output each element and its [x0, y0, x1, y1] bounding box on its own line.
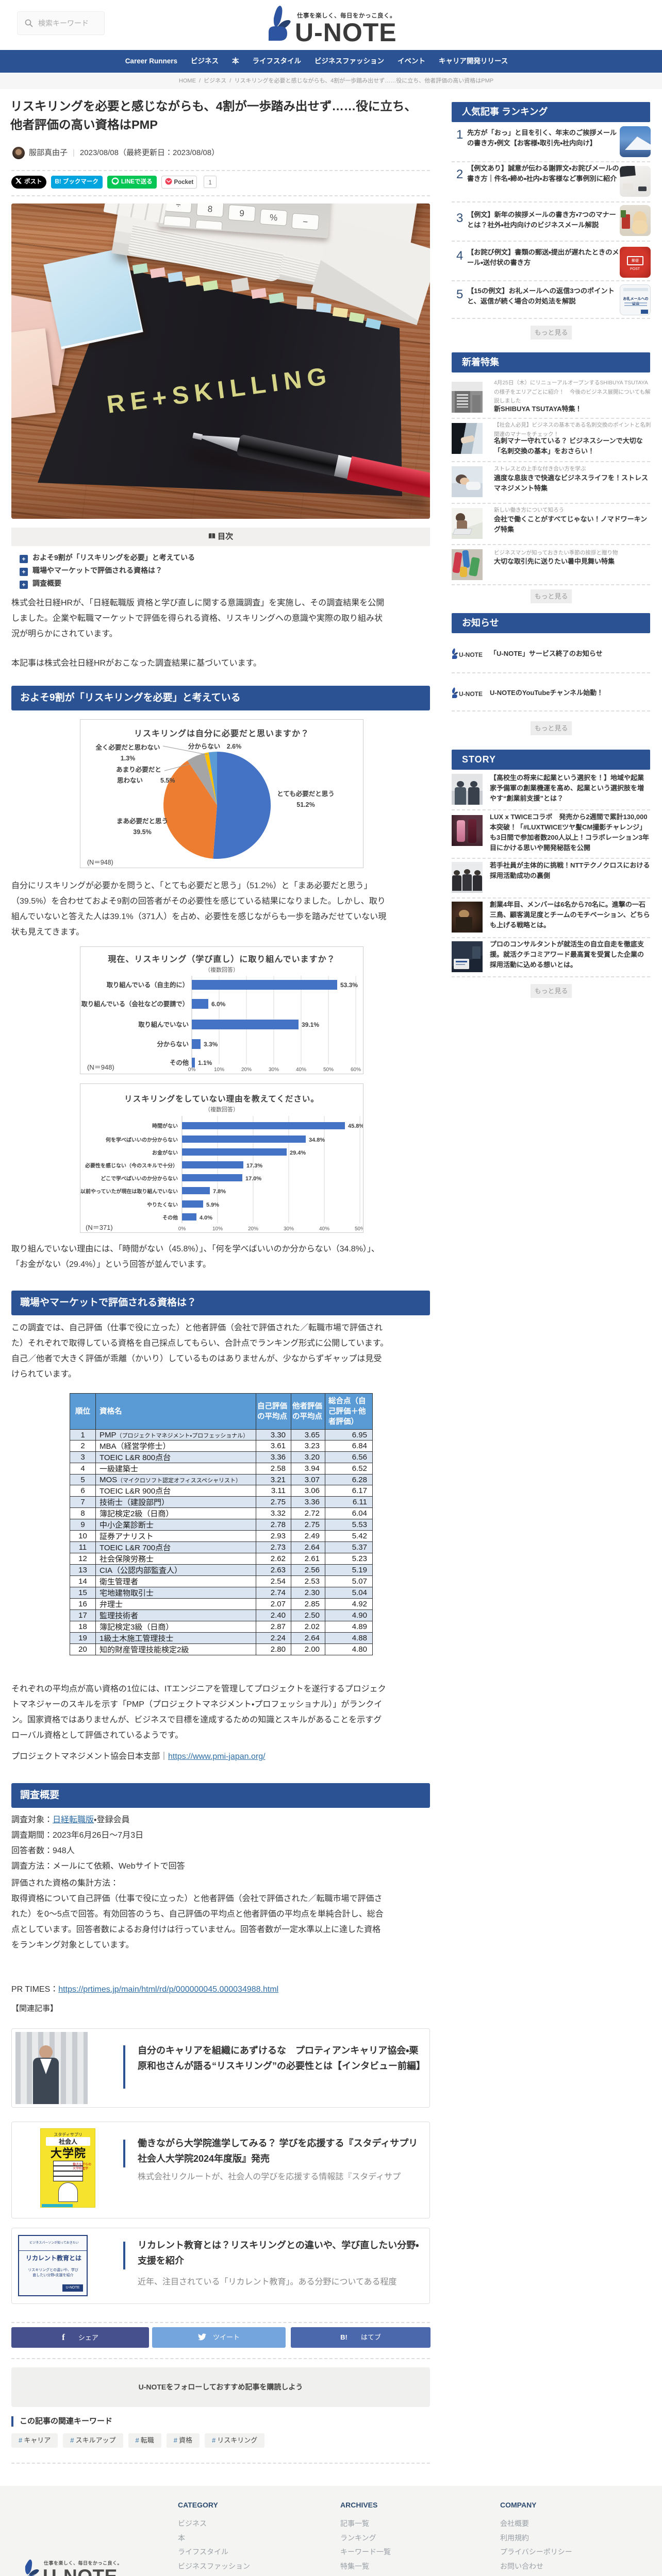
svg-text:17.3%: 17.3% — [246, 1163, 262, 1169]
svg-text:全く必要だと思わない: 全く必要だと思わない — [95, 743, 160, 751]
svg-text:5.5%: 5.5% — [160, 777, 175, 784]
svg-text:53.3%: 53.3% — [340, 981, 358, 989]
svg-text:分からない: 分からない — [188, 742, 221, 750]
svg-text:40%: 40% — [319, 1226, 329, 1232]
svg-text:その他: その他 — [170, 1059, 189, 1066]
svg-text:29.4%: 29.4% — [290, 1150, 306, 1156]
svg-text:現在、リスキリング（学び直し）に取り組んでいますか？: 現在、リスキリング（学び直し）に取り組んでいますか？ — [108, 954, 335, 964]
svg-text:どこで学べばいいのか分からない: どこで学べばいいのか分からない — [101, 1175, 178, 1182]
svg-text:（複数回答）: （複数回答） — [205, 966, 239, 973]
svg-text:やりたくない: やりたくない — [147, 1202, 178, 1208]
svg-text:51.2%: 51.2% — [296, 801, 315, 808]
svg-text:仕事を楽しく、毎日をかっこ良く。: 仕事を楽しく、毎日をかっこ良く。 — [43, 2560, 122, 2566]
svg-text:時間がない: 時間がない — [152, 1123, 178, 1129]
svg-text:（複数回答）: （複数回答） — [205, 1106, 239, 1113]
svg-text:10%: 10% — [214, 1067, 224, 1073]
svg-text:10%: 10% — [212, 1226, 223, 1232]
svg-text:0%: 0% — [178, 1226, 186, 1232]
svg-text:(N＝371): (N＝371) — [86, 1224, 113, 1231]
svg-text:5.9%: 5.9% — [206, 1202, 219, 1208]
svg-text:7.8%: 7.8% — [213, 1189, 226, 1195]
svg-text:50%: 50% — [355, 1226, 363, 1232]
svg-text:3.3%: 3.3% — [204, 1041, 218, 1048]
svg-text:その他: その他 — [162, 1214, 178, 1221]
svg-text:30%: 30% — [284, 1226, 294, 1232]
svg-text:17.0%: 17.0% — [245, 1176, 261, 1182]
svg-text:思わない: 思わない — [117, 777, 143, 784]
svg-text:必要性を感じない（今のスキルで十分）: 必要性を感じない（今のスキルで十分） — [85, 1162, 178, 1169]
svg-text:30%: 30% — [269, 1067, 279, 1073]
svg-text:取り組んでいる（自主的に）: 取り組んでいる（自主的に） — [107, 981, 189, 989]
svg-text:リスキリングをしていない理由を教えてください。: リスキリングをしていない理由を教えてください。 — [124, 1094, 319, 1104]
svg-text:45.8%: 45.8% — [348, 1123, 363, 1129]
svg-text:39.1%: 39.1% — [302, 1021, 319, 1028]
svg-text:取り組んでいる（会社などの要請で）: 取り組んでいる（会社などの要請で） — [81, 1000, 189, 1008]
svg-text:39.5%: 39.5% — [133, 828, 151, 836]
svg-text:分からない: 分からない — [157, 1040, 189, 1048]
svg-text:50%: 50% — [323, 1067, 334, 1073]
svg-text:何を学べばいいのか分からない: 何を学べばいいのか分からない — [106, 1137, 178, 1143]
svg-text:40%: 40% — [296, 1067, 306, 1073]
svg-text:とても必要だと思う: とても必要だと思う — [277, 790, 335, 798]
svg-text:6.0%: 6.0% — [211, 1001, 226, 1008]
svg-text:4.0%: 4.0% — [200, 1215, 212, 1221]
svg-text:U-NOTE: U-NOTE — [459, 690, 483, 698]
svg-text:お金がない: お金がない — [152, 1149, 178, 1156]
svg-text:以前やっていたが現在は取り組んでいない: 以前やっていたが現在は取り組んでいない — [80, 1188, 178, 1195]
svg-text:2.6%: 2.6% — [227, 743, 242, 750]
svg-text:あまり必要だと: あまり必要だと — [116, 766, 161, 773]
svg-text:1.3%: 1.3% — [121, 755, 136, 762]
svg-text:(N＝948): (N＝948) — [87, 1063, 114, 1071]
svg-text:取り組んでいない: 取り組んでいない — [138, 1021, 189, 1028]
svg-text:U-NOTE: U-NOTE — [43, 2566, 118, 2576]
svg-text:U-NOTE: U-NOTE — [459, 651, 483, 658]
svg-text:20%: 20% — [241, 1067, 252, 1073]
svg-text:34.8%: 34.8% — [309, 1137, 325, 1143]
svg-text:リスキリングは自分に必要だと思いますか？: リスキリングは自分に必要だと思いますか？ — [134, 728, 309, 738]
svg-text:1.1%: 1.1% — [198, 1059, 212, 1066]
svg-text:0%: 0% — [188, 1067, 196, 1073]
svg-text:20%: 20% — [248, 1226, 258, 1232]
svg-text:60%: 60% — [351, 1067, 361, 1073]
svg-text:まあ必要だと思う: まあ必要だと思う — [117, 817, 168, 825]
svg-text:(N＝948): (N＝948) — [87, 859, 113, 866]
